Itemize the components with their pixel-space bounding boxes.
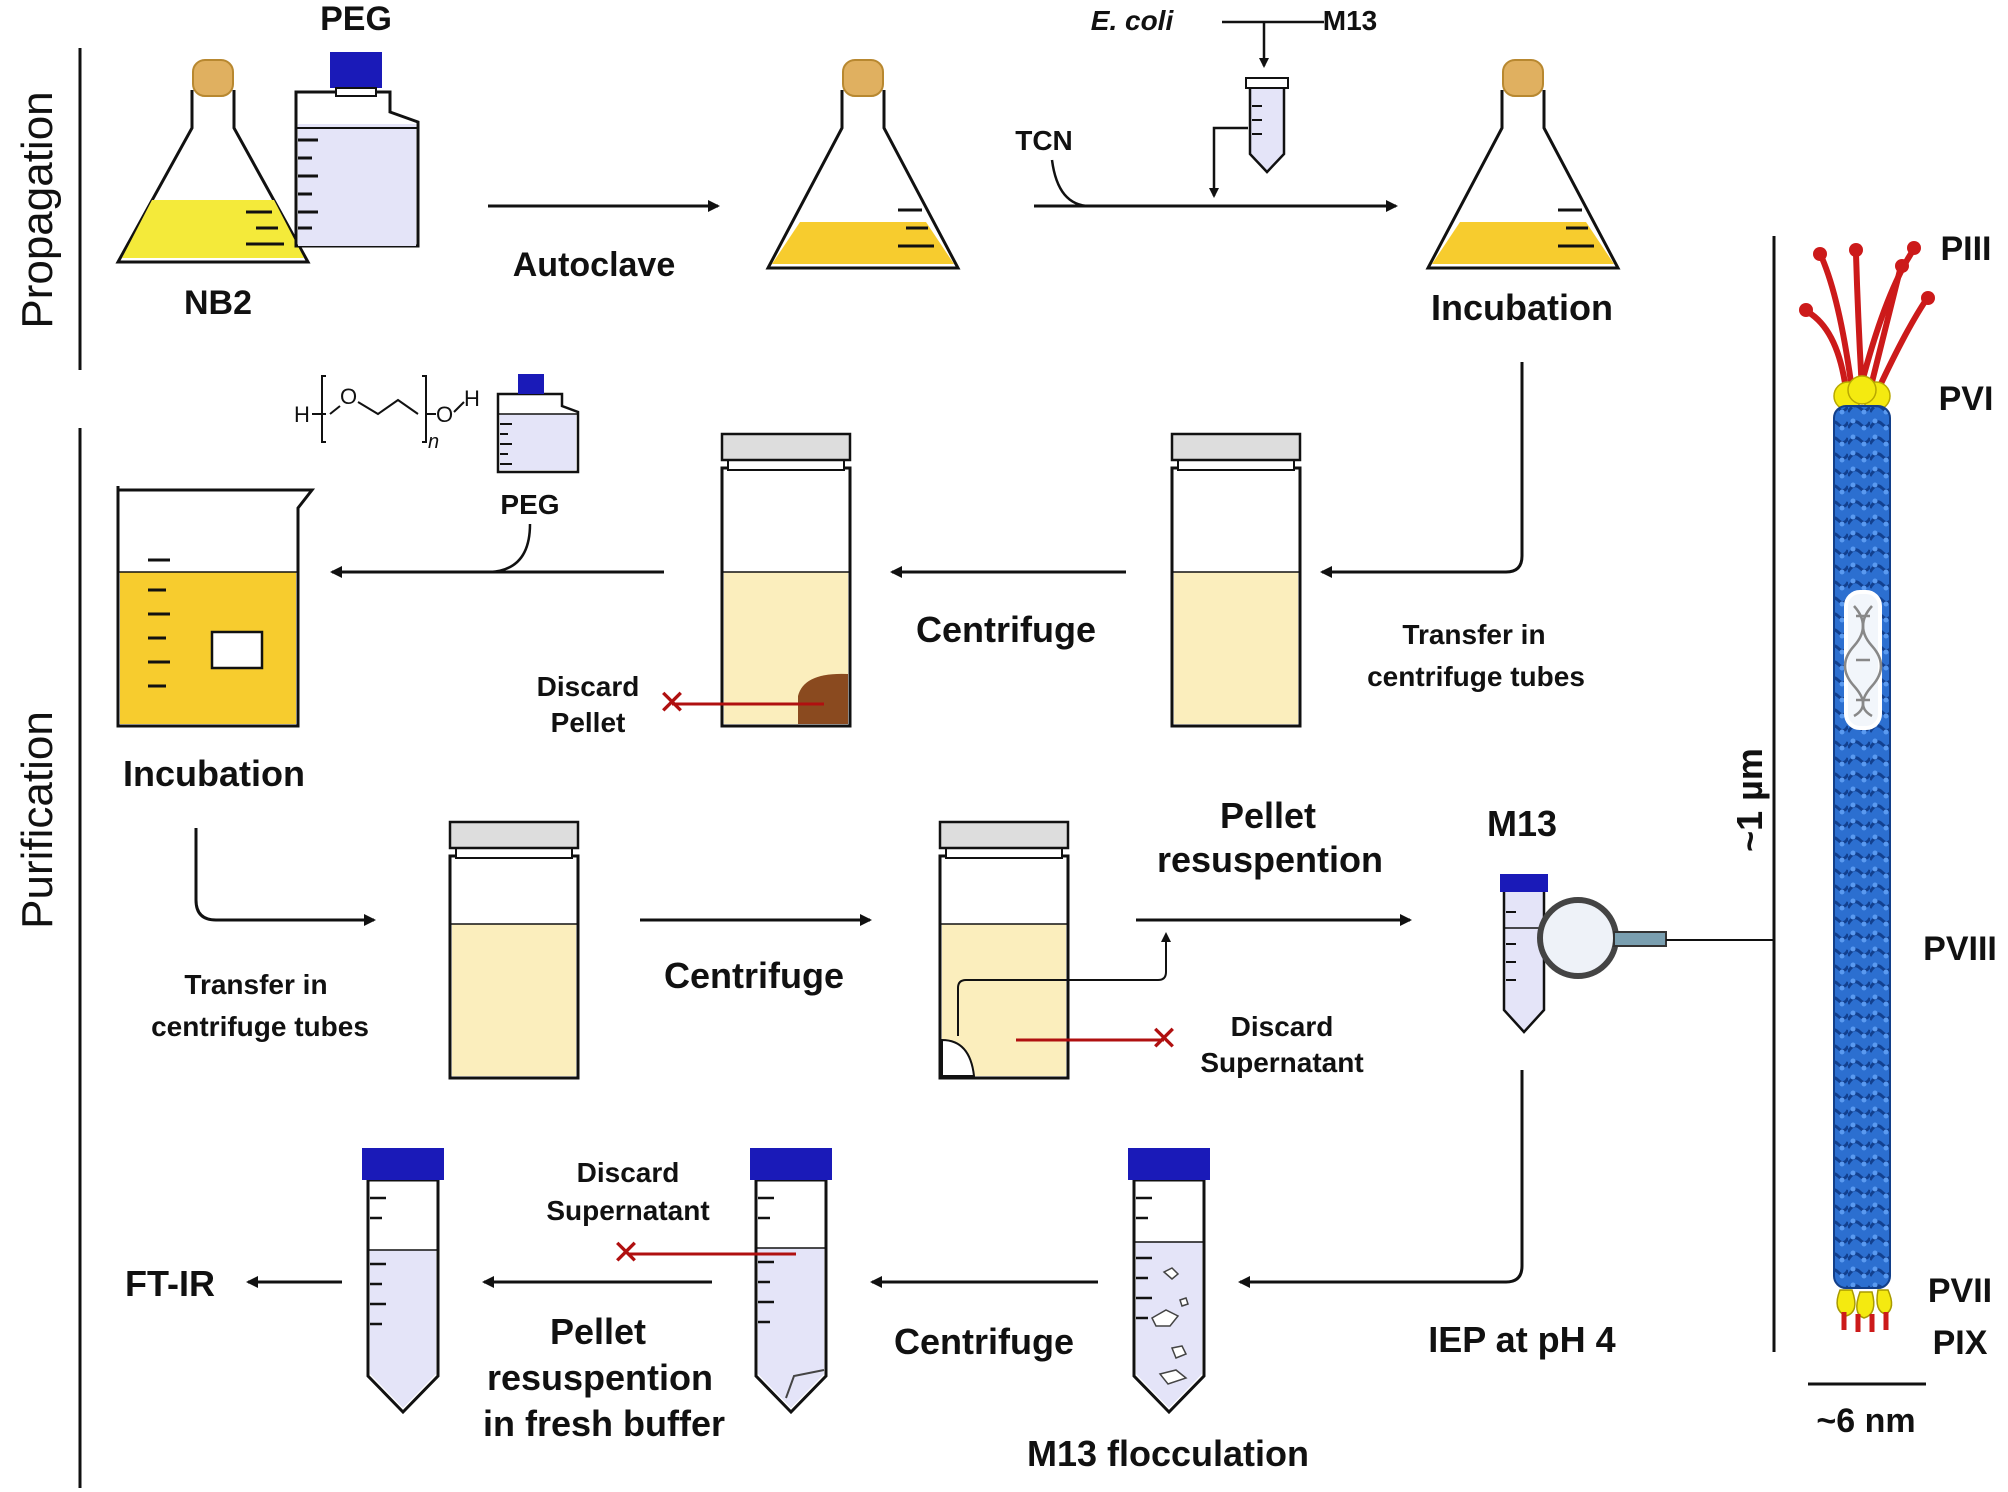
to-flocculation-arrow — [1238, 1070, 1524, 1288]
discard-x-icon: ✕ — [1150, 1020, 1179, 1058]
pellet-icon — [798, 673, 848, 724]
pvi-proteins — [1833, 375, 1891, 411]
cotton-plug-icon — [192, 59, 234, 97]
pix-label: PIX — [1933, 1324, 1988, 1362]
flask-autoclaved — [765, 59, 961, 270]
m13-mid-label: M13 — [1487, 803, 1557, 844]
tube-cap-icon — [1128, 1148, 1210, 1180]
tube-cap-icon — [750, 1148, 832, 1180]
length-label: ~1 µm — [1729, 748, 1770, 852]
width-label: ~6 nm — [1816, 1402, 1915, 1440]
pvii-label: PVII — [1928, 1272, 1992, 1310]
propagation-label: Propagation — [13, 91, 62, 328]
centrifuge-tube-1 — [1170, 432, 1302, 728]
discard-x-icon: ✕ — [612, 1234, 641, 1272]
transfer-1a-label: Transfer in — [1402, 619, 1545, 650]
tube-cap-icon — [938, 820, 1070, 850]
centrifuge-tube-pellet — [720, 432, 852, 728]
discard-super-1a-label: Discard — [1231, 1011, 1334, 1042]
magnifier-icon — [1537, 897, 1667, 979]
pellet-resusp-b-label: resuspention — [1157, 839, 1383, 880]
tube-cap-icon — [1170, 432, 1302, 462]
m13-tube — [1500, 874, 1548, 1034]
peg-feed-line — [489, 523, 532, 574]
final-tube — [362, 1148, 444, 1415]
centrifuged-tube — [750, 1148, 832, 1415]
discard-super-2a-label: Discard — [577, 1157, 680, 1188]
cotton-plug-icon — [842, 59, 884, 97]
pellet-icon — [941, 1038, 976, 1077]
piii-proteins — [1806, 250, 1929, 392]
centrifuge-2-label: Centrifuge — [664, 955, 844, 996]
svg-text:H: H — [464, 386, 480, 411]
tube-cap-icon — [720, 432, 852, 462]
fresh-a-label: Pellet — [550, 1311, 646, 1352]
stir-bar-icon — [210, 630, 264, 670]
autoclave-label: Autoclave — [513, 246, 676, 284]
cotton-plug-icon — [1502, 59, 1544, 97]
peg-small-label: PEG — [500, 489, 559, 520]
discard-pellet-b-label: Pellet — [551, 707, 626, 738]
to-tube-2-arrow — [194, 828, 376, 926]
tube-to-line-arrow — [1209, 126, 1248, 198]
m13-top-label: M13 — [1323, 5, 1377, 36]
discard-pellet-a-label: Discard — [537, 671, 640, 702]
piii-label: PIII — [1940, 230, 1991, 268]
nb2-label: NB2 — [184, 284, 252, 322]
pellet-resusp-a-label: Pellet — [1220, 795, 1316, 836]
dna-icon — [1843, 605, 1883, 718]
tube-cap-icon — [362, 1148, 444, 1180]
pix-proteins — [1841, 1312, 1889, 1332]
centrifuge-3-label: Centrifuge — [894, 1321, 1074, 1362]
flask-nb2 — [115, 59, 311, 264]
svg-text:O: O — [436, 402, 453, 427]
flask-incubation — [1425, 59, 1621, 270]
to-tube-arrow — [1320, 362, 1524, 578]
tcn-label: TCN — [1015, 125, 1073, 156]
bottle-cap-icon — [518, 374, 544, 394]
pvi-label: PVI — [1939, 380, 1994, 418]
centrifuge-1-label: Centrifuge — [916, 609, 1096, 650]
discard-x-icon: ✕ — [658, 684, 687, 722]
floc-particles-icon — [1151, 1267, 1189, 1385]
incubation-mid-label: Incubation — [123, 753, 305, 794]
purification-label: Purification — [13, 711, 62, 929]
pviii-coat — [1833, 405, 1891, 1289]
peg-bottle — [294, 52, 420, 248]
incubation-top-label: Incubation — [1431, 287, 1613, 328]
fresh-b-label: resuspention — [487, 1357, 713, 1398]
centrifuge-tube-2 — [448, 820, 580, 1080]
inoculation-arrow — [1222, 20, 1324, 66]
m13-flocculation-label: M13 flocculation — [1027, 1433, 1309, 1474]
tube-cap-icon — [448, 820, 580, 850]
pviii-label: PVIII — [1923, 930, 1997, 968]
flocculation-tube — [1128, 1148, 1210, 1415]
svg-text:H: H — [294, 402, 310, 427]
svg-text:O: O — [340, 384, 357, 409]
peg-bottle-small — [496, 374, 580, 474]
peg-bottle-label: PEG — [320, 0, 392, 38]
discard-super-2b-label: Supernatant — [546, 1195, 709, 1226]
svg-text:n: n — [428, 431, 439, 453]
beaker — [116, 486, 316, 728]
transfer-1b-label: centrifuge tubes — [1367, 661, 1585, 692]
bottle-cap-icon — [330, 52, 382, 88]
ecoli-label: E. coli — [1091, 5, 1175, 36]
m13-phage-icon — [1799, 241, 1935, 1332]
pellet-resuspend-line — [957, 932, 1171, 1036]
iep-label: IEP at pH 4 — [1428, 1319, 1615, 1360]
ftir-label: FT-IR — [125, 1263, 215, 1304]
transfer-2a-label: Transfer in — [184, 969, 327, 1000]
fresh-c-label: in fresh buffer — [483, 1403, 725, 1444]
small-tube-icon — [1245, 77, 1289, 174]
tube-cap-icon — [1500, 874, 1548, 892]
transfer-2b-label: centrifuge tubes — [151, 1011, 369, 1042]
discard-super-1b-label: Supernatant — [1200, 1047, 1363, 1078]
tcn-feed-line — [1050, 159, 1091, 208]
peg-formula: H O n O H — [294, 375, 480, 453]
